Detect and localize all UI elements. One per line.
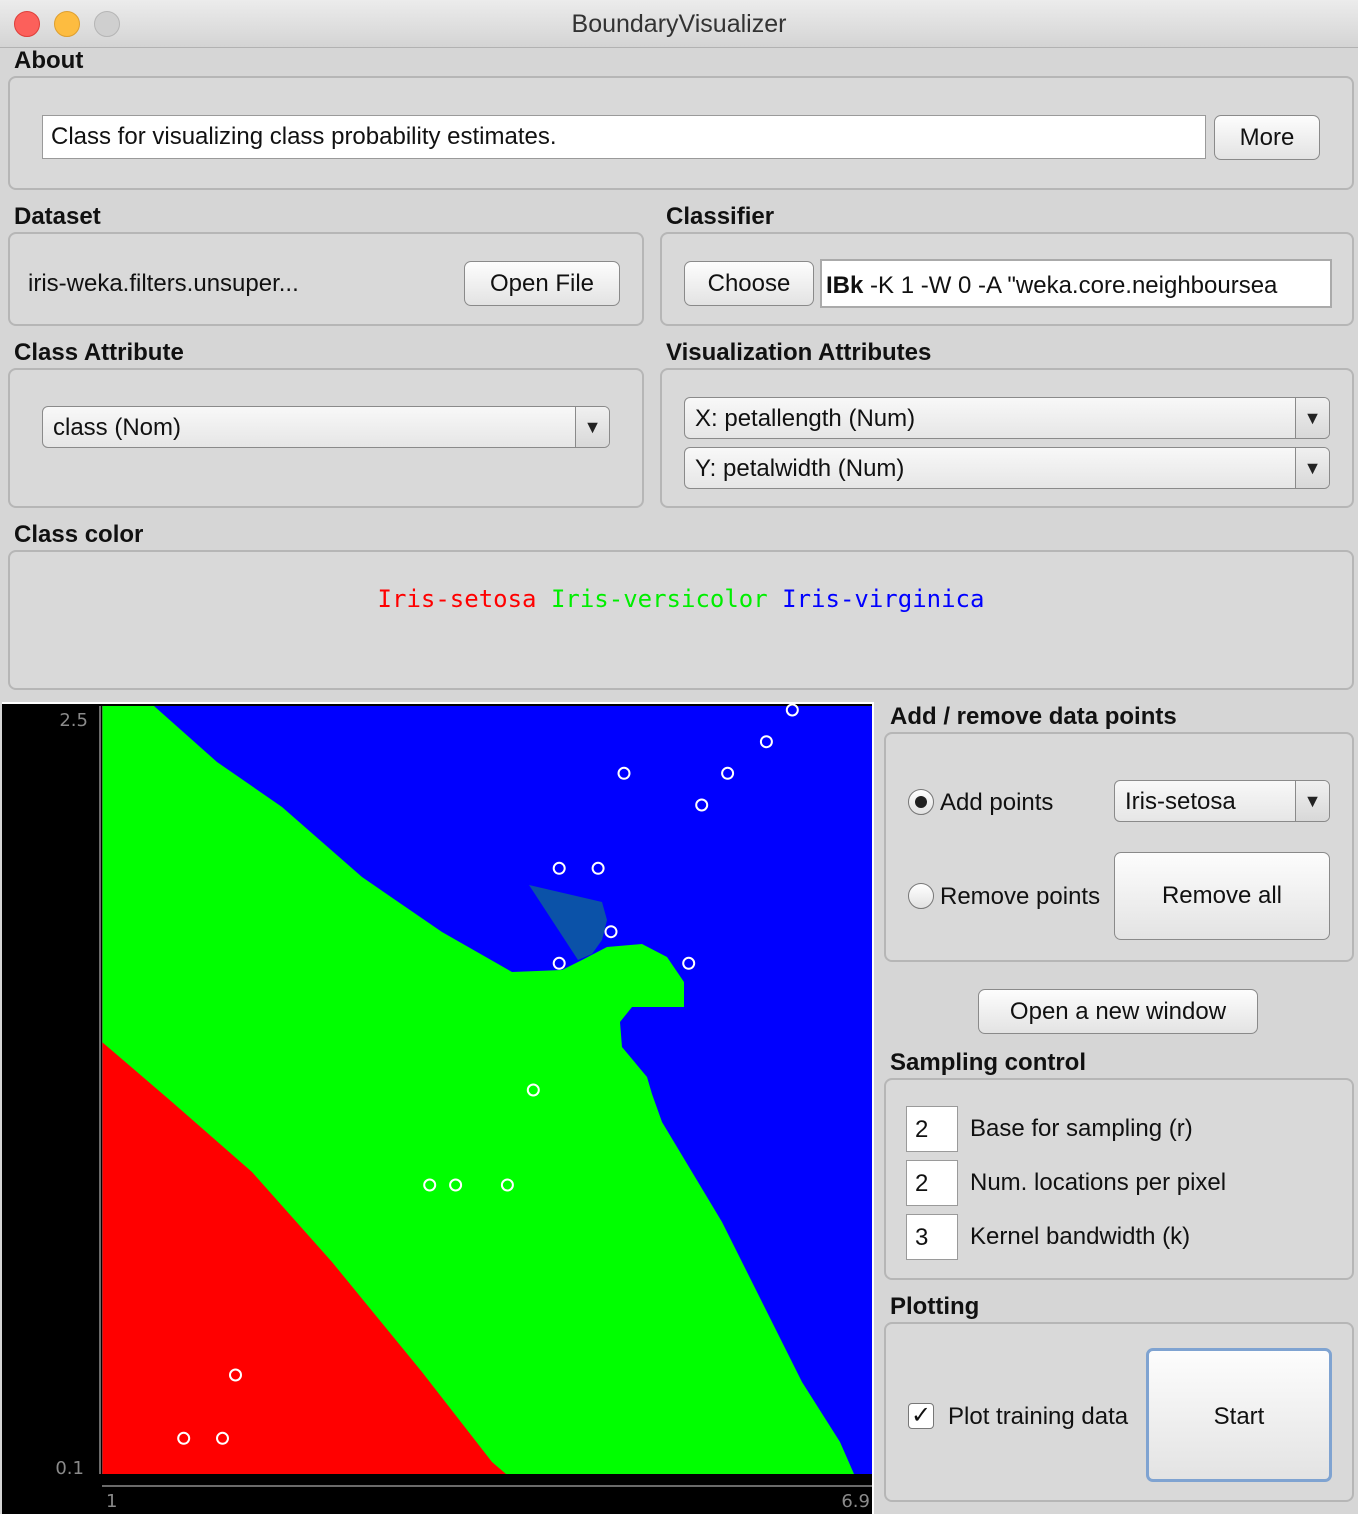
add-class-select[interactable]: Iris-setosa ▼ <box>1114 780 1330 822</box>
training-point <box>552 861 566 875</box>
dataset-heading: Dataset <box>14 203 101 230</box>
open-new-window-button[interactable]: Open a new window <box>978 989 1258 1034</box>
boundary-plot[interactable]: 2.5 0.1 1 6.9 <box>2 702 874 1514</box>
training-point <box>591 861 605 875</box>
training-point <box>500 1178 514 1192</box>
sampling-base-input[interactable]: 2 <box>906 1106 958 1152</box>
locations-per-pixel-label: Num. locations per pixel <box>970 1169 1227 1196</box>
visualization-heading: Visualization Attributes <box>666 339 932 366</box>
add-points-radio[interactable] <box>908 789 934 815</box>
sampling-panel <box>884 1078 1354 1280</box>
remove-points-label: Remove points <box>940 883 1101 910</box>
training-point <box>617 766 631 780</box>
x-max-label: 6.9 <box>841 1491 870 1512</box>
add-class-value: Iris-setosa <box>1125 788 1236 815</box>
add-remove-heading: Add / remove data points <box>890 703 1177 730</box>
classifier-name: IBk <box>826 272 864 299</box>
zoom-window-button[interactable] <box>94 11 120 37</box>
training-point <box>721 766 735 780</box>
y-min-label: 0.1 <box>55 1458 84 1479</box>
y-max-label: 2.5 <box>59 710 88 731</box>
dataset-name: iris-weka.filters.unsuper... <box>28 270 299 297</box>
chevron-down-icon: ▼ <box>1295 398 1329 438</box>
class-color-panel <box>8 550 1354 690</box>
y-attribute-select[interactable]: Y: petalwidth (Num) ▼ <box>684 447 1330 489</box>
training-point <box>229 1368 242 1382</box>
y-attribute-value: Y: petalwidth (Num) <box>695 455 905 482</box>
training-point <box>177 1431 191 1445</box>
training-point <box>759 735 773 749</box>
classifier-config-field[interactable]: IBk -K 1 -W 0 -A "weka.core.neighboursea <box>820 259 1332 308</box>
training-point <box>682 956 696 970</box>
kernel-bandwidth-label: Kernel bandwidth (k) <box>970 1223 1191 1250</box>
start-button[interactable]: Start <box>1146 1348 1332 1482</box>
training-point <box>695 798 709 812</box>
chevron-down-icon: ▼ <box>1295 781 1329 821</box>
training-point <box>449 1178 463 1192</box>
window-title: BoundaryVisualizer <box>571 10 787 38</box>
classifier-heading: Classifier <box>666 203 775 230</box>
x-attribute-value: X: petallength (Num) <box>695 405 916 432</box>
chevron-down-icon: ▼ <box>1295 448 1329 488</box>
remove-all-button[interactable]: Remove all <box>1114 852 1330 940</box>
training-point <box>216 1431 229 1445</box>
plot-training-label: Plot training data <box>948 1403 1129 1430</box>
class-attribute-value: class (Nom) <box>53 414 182 441</box>
open-file-button[interactable]: Open File <box>464 261 620 306</box>
legend-setosa: Iris-setosa <box>377 585 537 613</box>
title-bar: BoundaryVisualizer <box>0 0 1358 48</box>
mixed-region <box>529 885 607 960</box>
class-color-legend: Iris-setosa Iris-versicolor Iris-virgini… <box>8 585 1354 613</box>
choose-classifier-button[interactable]: Choose <box>684 261 814 306</box>
about-description: Class for visualizing class probability … <box>42 115 1206 159</box>
more-button[interactable]: More <box>1214 115 1320 160</box>
training-point <box>552 956 566 970</box>
plot-training-checkbox[interactable]: ✓ <box>908 1403 934 1429</box>
training-point <box>423 1178 437 1192</box>
training-point <box>604 925 618 939</box>
close-window-button[interactable] <box>14 11 40 37</box>
legend-versicolor: Iris-versicolor <box>550 585 768 613</box>
class-color-heading: Class color <box>14 521 144 548</box>
classifier-options: -K 1 -W 0 -A "weka.core.neighboursea <box>863 272 1278 299</box>
training-point <box>526 1083 540 1097</box>
training-point <box>785 703 799 717</box>
x-min-label: 1 <box>106 1491 117 1512</box>
legend-virginica: Iris-virginica <box>782 585 985 613</box>
training-points <box>177 703 799 1445</box>
x-attribute-select[interactable]: X: petallength (Num) ▼ <box>684 397 1330 439</box>
kernel-bandwidth-input[interactable]: 3 <box>906 1214 958 1260</box>
plotting-heading: Plotting <box>890 1293 980 1320</box>
about-heading: About <box>14 47 84 74</box>
sampling-heading: Sampling control <box>890 1049 1087 1076</box>
add-points-label: Add points <box>940 789 1054 816</box>
remove-points-radio[interactable] <box>908 883 934 909</box>
minimize-window-button[interactable] <box>54 11 80 37</box>
chevron-down-icon: ▼ <box>575 407 609 447</box>
locations-per-pixel-input[interactable]: 2 <box>906 1160 958 1206</box>
sampling-base-label: Base for sampling (r) <box>970 1115 1193 1142</box>
setosa-region <box>102 1042 506 1474</box>
class-attribute-heading: Class Attribute <box>14 339 184 366</box>
class-attribute-select[interactable]: class (Nom) ▼ <box>42 406 610 448</box>
